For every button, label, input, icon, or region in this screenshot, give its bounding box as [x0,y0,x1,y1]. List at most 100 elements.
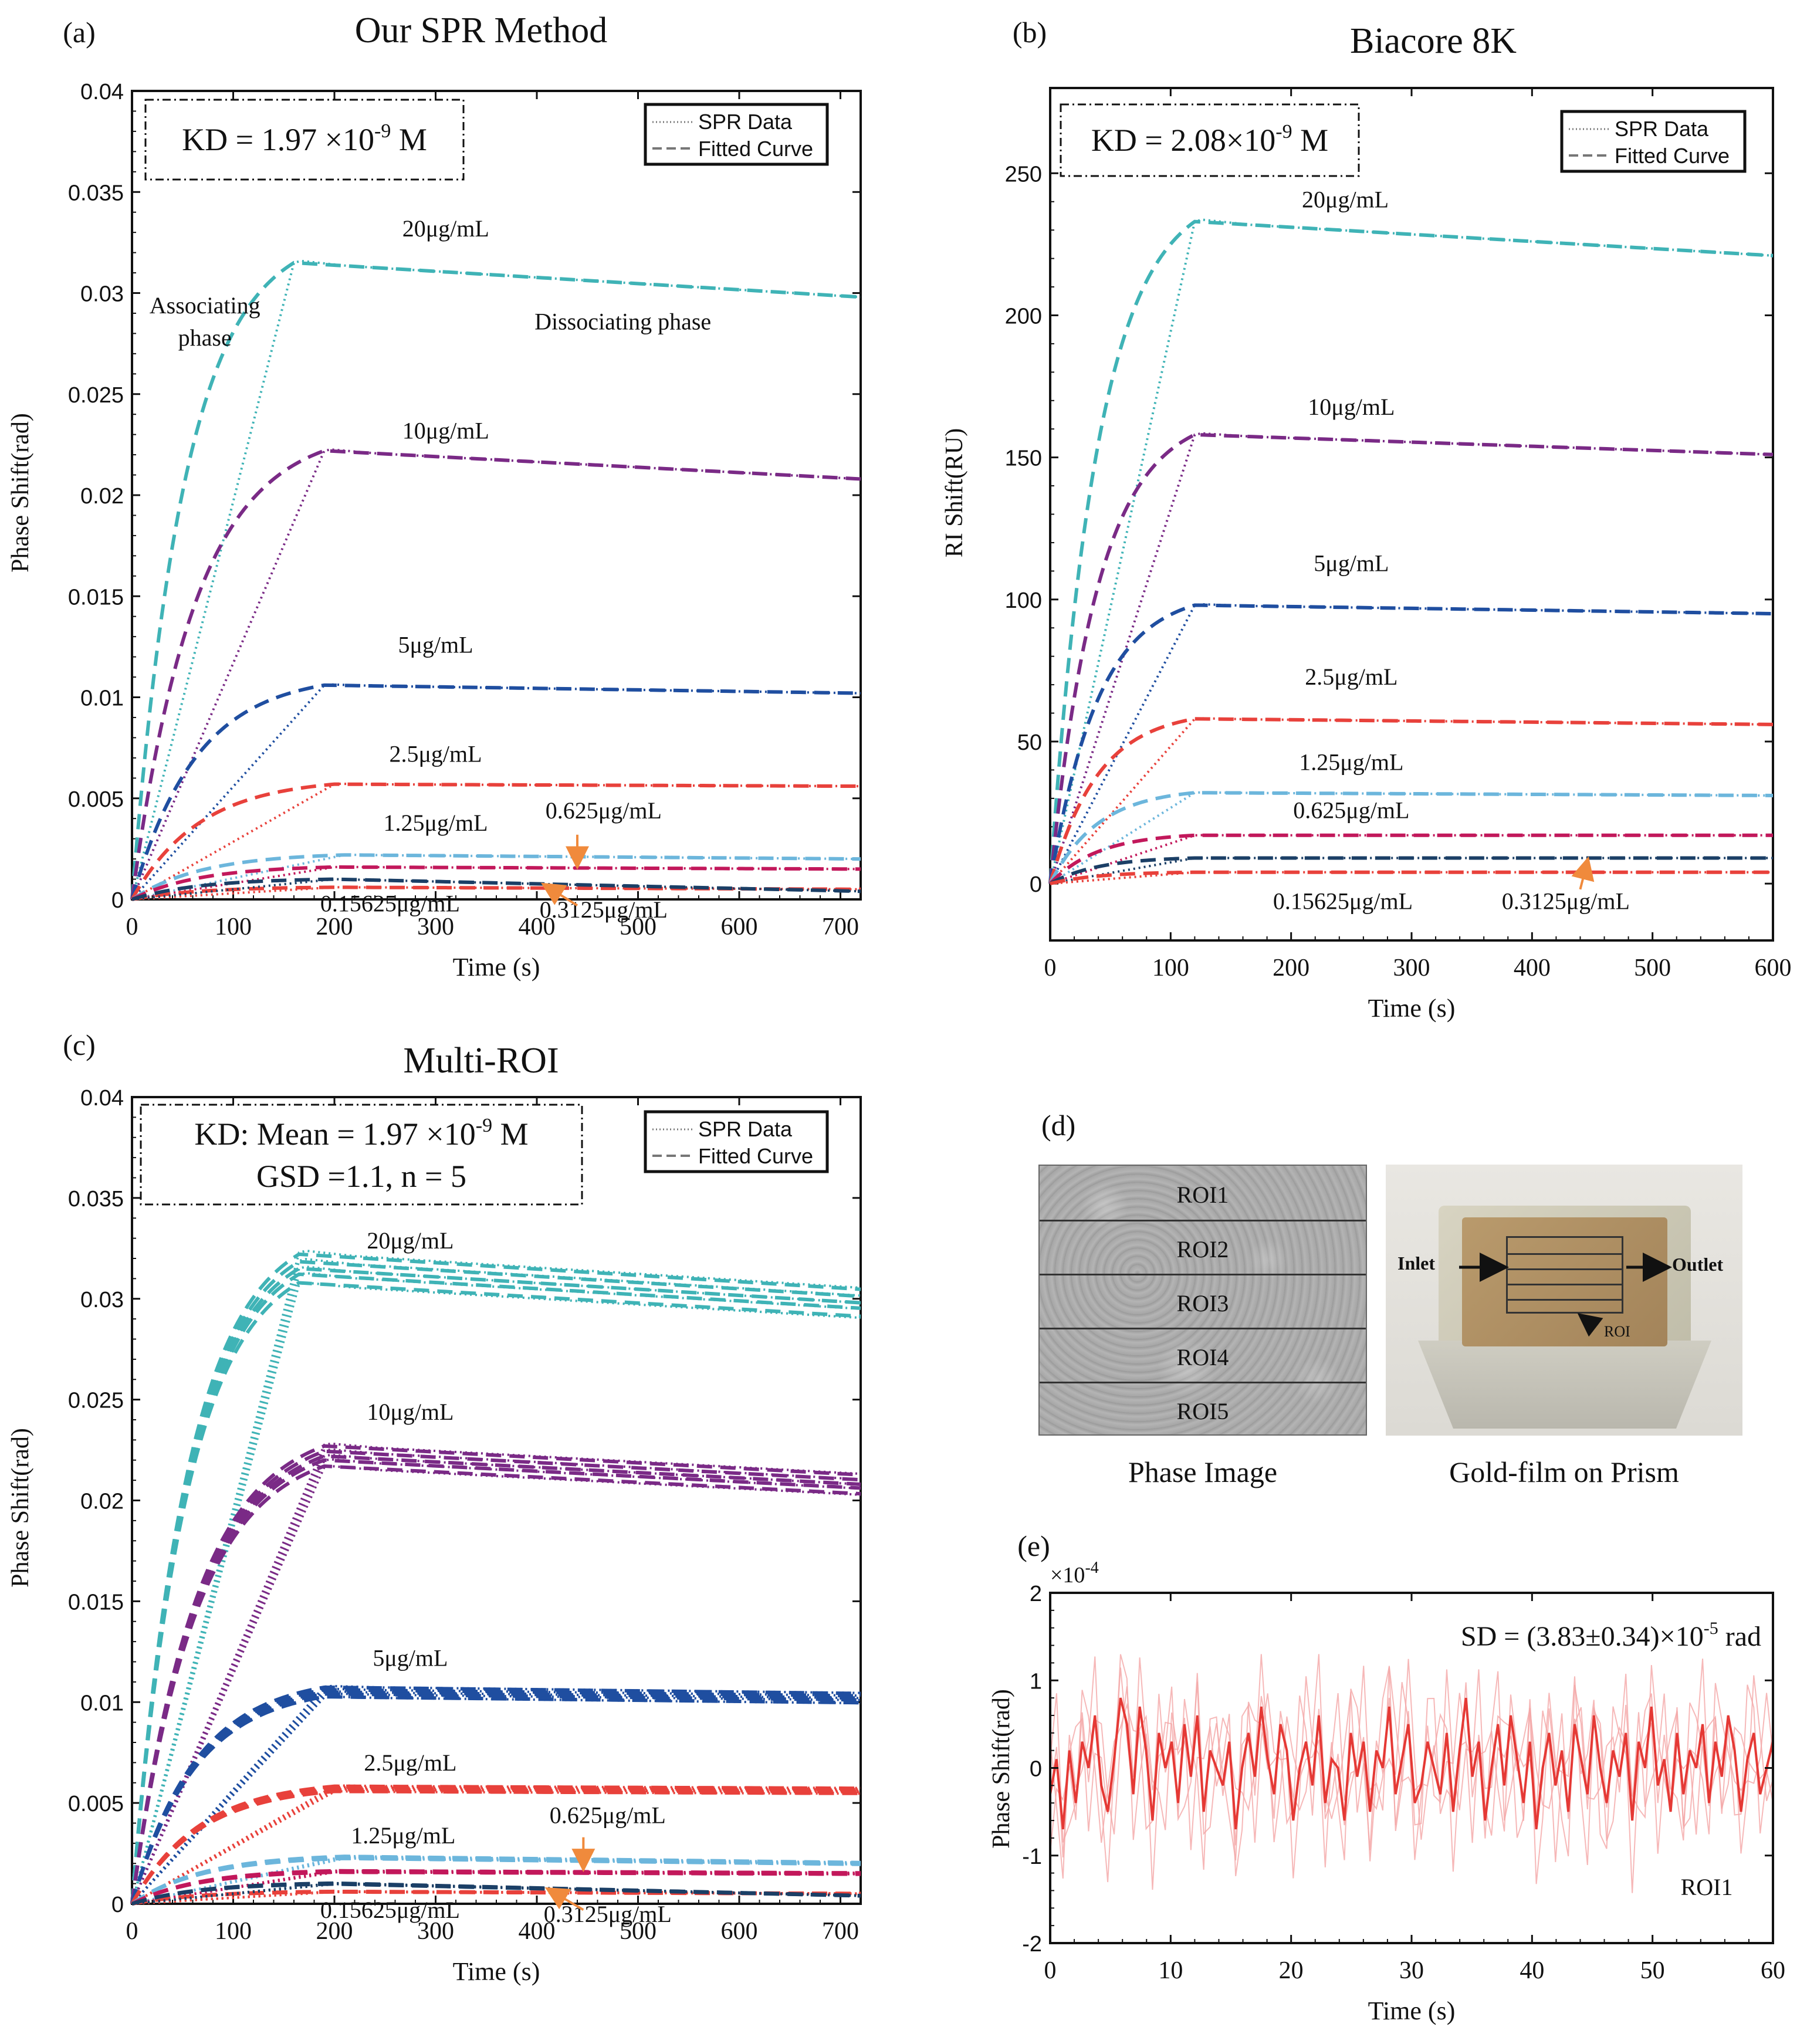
y-tick-label: 0 [1030,872,1042,897]
annotation-arrow [544,1887,584,1911]
series-0.15625μg/mL [131,1881,861,1906]
series-fit-line [130,1784,861,1905]
series-label: 10μg/mL [402,418,489,444]
series-2.5μg/mL [130,782,861,901]
series-data-line [1049,432,1774,884]
x-tick-label: 700 [822,1918,859,1945]
x-tick-label: 400 [519,1918,556,1945]
roi4-label: ROI4 [1176,1344,1229,1370]
roi1-label: ROI1 [1176,1182,1229,1208]
gold-film-photo: Inlet Outlet ROI [1386,1165,1742,1436]
phase-image: ROI1 ROI2 ROI3 ROI4 ROI5 [1038,1165,1367,1436]
series-label: 10μg/mL [367,1399,454,1425]
series-label: 0.15625μg/mL [320,1897,460,1923]
panel-label: (c) [63,1028,96,1061]
annotation-text: Associating [150,292,260,319]
y-tick-label: 0.02 [80,1490,124,1514]
series-label: 20μg/mL [402,215,489,242]
series-fit-line [131,877,861,901]
kd-text: KD: Mean = 1.97 ×10-9 M [194,1115,528,1152]
y-axis-label: Phase Shift(rad) [7,1428,34,1588]
annotation-arrow [1571,856,1595,890]
x-tick-label: 300 [1393,955,1430,982]
series-label: 1.25μg/mL [1299,749,1403,775]
legend-label-fit: Fitted Curve [1615,144,1730,168]
series-data-line [131,782,861,901]
series-0.3125μg/mL [1049,856,1773,885]
series-5μg/mL [130,683,861,901]
series-label: 0.625μg/mL [550,1802,666,1829]
series-label: 20μg/mL [1302,186,1389,212]
y-axis-label: Phase Shift(rad) [988,1689,1015,1849]
y-tick-label: 0.025 [68,383,124,408]
series-2.5μg/mL [130,1784,861,1905]
roi1-trace [1049,1697,1774,1830]
series-1.25μg/mL [131,853,861,901]
kd-text: KD = 1.97 ×10-9 M [182,120,427,157]
x-tick-label: 400 [519,913,556,940]
x-tick-label: 400 [1514,955,1551,982]
series-fit-line [131,1881,861,1906]
series-fit-line [130,1252,861,1904]
series-label: 5μg/mL [398,632,473,658]
roi5-label: ROI5 [1176,1398,1229,1424]
x-axis-label: Time (s) [1368,994,1456,1023]
series-label: 0.625μg/mL [1293,797,1409,824]
y-tick-label: -1 [1022,1845,1042,1869]
y-tick-label: 0.02 [80,484,124,509]
x-axis-label: Time (s) [453,953,540,982]
x-tick-label: 200 [316,1918,353,1945]
series-20μg/mL [1048,218,1774,884]
legend-label-data: SPR Data [698,1117,793,1141]
x-tick-label: 100 [215,1918,252,1945]
series-2.5μg/mL [1048,717,1774,885]
series-fit-line [1050,870,1773,886]
annotation-arrow [541,882,578,907]
x-tick-label: 20 [1279,1957,1304,1984]
x-tick-label: 40 [1520,1957,1544,1984]
series-data-line [131,1784,861,1905]
panel-b-chart: 0 100 200 300 400 500 600 0 50 100 150 200 250 Time (… [941,16,1792,1023]
y-tick-label: 0 [111,888,124,913]
series-fit-line [1049,856,1773,885]
series-fit-line [131,1869,861,1906]
y-tick-label: 2 [1030,1582,1042,1606]
series-data-line [131,1464,861,1904]
series-label: 2.5μg/mL [364,1749,456,1776]
y-tick-label: 0.01 [80,686,124,711]
series-0.625μg/mL [131,865,861,901]
x-tick-label: 600 [721,913,758,940]
y-tick-label: 250 [1005,162,1042,187]
x-tick-label: 100 [215,913,252,940]
series-fit-line [131,865,861,901]
y-tick-label: 0.035 [68,181,124,205]
y-tick-label: 200 [1005,304,1042,329]
annotation-text: Dissociating phase [534,309,711,335]
y-tick-label: 0.035 [68,1187,124,1211]
sd-text: SD = (3.83±0.34)×10-5 rad [1461,1619,1761,1652]
legend-box [644,1110,829,1173]
y-tick-label: 0.025 [68,1389,124,1413]
series-5μg/mL [130,1684,861,1905]
outlet-label: Outlet [1672,1254,1724,1275]
series-label: 0.15625μg/mL [1273,888,1413,915]
roi-label-e: ROI1 [1681,1874,1733,1900]
series-label: 5μg/mL [1314,550,1389,576]
kd-box [1060,103,1360,177]
series-label: 10μg/mL [1308,394,1395,420]
y-exponent: ×10-4 [1050,1559,1099,1588]
y-tick-label: 0.005 [68,1792,124,1816]
series-label: 2.5μg/mL [1305,664,1397,690]
series-10μg/mL [130,1442,861,1904]
series-fit-line [130,1464,861,1904]
legend-box [1560,110,1747,173]
annotation-text: phase [178,324,232,351]
series-5μg/mL [1048,603,1774,885]
panel-c-chart: 0 100 200 300 400 500 600 700 0 0.005 0.01 0.015 0.0… [7,1028,862,1986]
roi-trace-faint [1050,1654,1774,1857]
legend-label-fit: Fitted Curve [698,1144,813,1168]
x-tick-label: 200 [316,913,353,940]
y-tick-label: 0.03 [80,282,124,307]
series-data-line [131,448,861,900]
